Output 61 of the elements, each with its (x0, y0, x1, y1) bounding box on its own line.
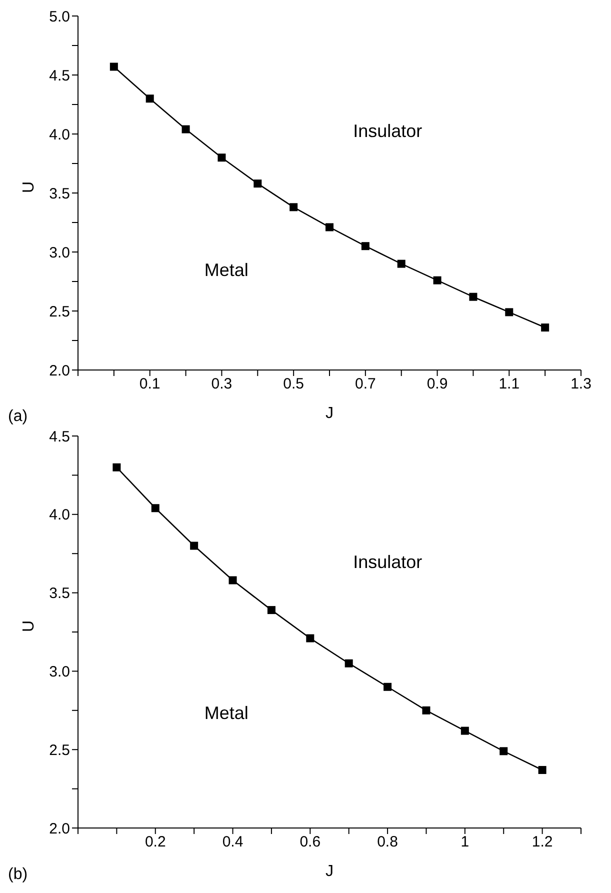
point (500, 747, 508, 756)
text: (b) (8, 866, 28, 884)
y-axis-title: U (20, 181, 38, 193)
point (326, 223, 334, 232)
y-tick-label: 5.0 (49, 8, 70, 26)
x-tick-label: 1.2 (532, 834, 553, 851)
x-tick-label: 0.5 (283, 376, 304, 393)
y-tick-label: 3.5 (49, 185, 70, 202)
y-tick-label: 3.5 (49, 585, 70, 602)
annotation: Insulator (353, 121, 422, 142)
x-tick-label: 0.7 (355, 376, 376, 393)
point (228, 576, 237, 584)
y-tick-label: 2.5 (49, 742, 70, 759)
x-tick-label: 1.3 (570, 376, 592, 393)
point (182, 125, 190, 134)
point (384, 682, 392, 691)
point (538, 766, 546, 774)
x-tick-label: 0.2 (144, 834, 166, 851)
point (422, 706, 430, 714)
point (433, 276, 442, 284)
y-axis-title: U (20, 620, 38, 632)
point (505, 308, 514, 316)
point (397, 260, 406, 268)
point (151, 504, 160, 512)
x-tick-label: 0.6 (300, 834, 321, 851)
annotation: Metal (204, 260, 248, 281)
point (361, 242, 370, 250)
x-axis-title: J (326, 405, 334, 422)
x-tick-label: 1.1 (498, 376, 520, 393)
x-axis-title: J (326, 863, 334, 880)
y-tick-label: 4.0 (49, 506, 70, 524)
point (541, 324, 550, 332)
y-tick-label: 4.5 (49, 428, 70, 446)
x-tick-label: 0.9 (426, 376, 448, 393)
x-tick-label: 0.3 (211, 376, 232, 393)
x-tick-label: 1 (460, 834, 470, 851)
x-tick-label: 0.1 (139, 376, 160, 393)
point (306, 634, 314, 642)
y-tick-label: 2.0 (49, 820, 70, 838)
x-tick-label: 0.4 (222, 834, 244, 851)
point (254, 180, 262, 188)
x-tick-label: 0.8 (377, 834, 398, 851)
y-tick-label: 2.5 (49, 303, 70, 320)
annotation: Insulator (353, 552, 422, 573)
point (267, 606, 276, 614)
point (146, 94, 154, 103)
annotation: Metal (204, 702, 248, 724)
point (190, 542, 198, 550)
point (110, 62, 118, 71)
point (469, 292, 478, 301)
y-tick-label: 4.5 (49, 67, 70, 84)
point (290, 203, 298, 212)
y-tick-label: 4.0 (49, 126, 70, 144)
y-tick-label: 2.0 (49, 362, 70, 380)
point (344, 659, 353, 668)
y-tick-label: 3.0 (49, 664, 70, 681)
point (460, 726, 469, 735)
point (218, 154, 226, 162)
point (112, 463, 121, 472)
text: (a) (8, 408, 28, 426)
y-tick-label: 3.0 (49, 244, 70, 262)
